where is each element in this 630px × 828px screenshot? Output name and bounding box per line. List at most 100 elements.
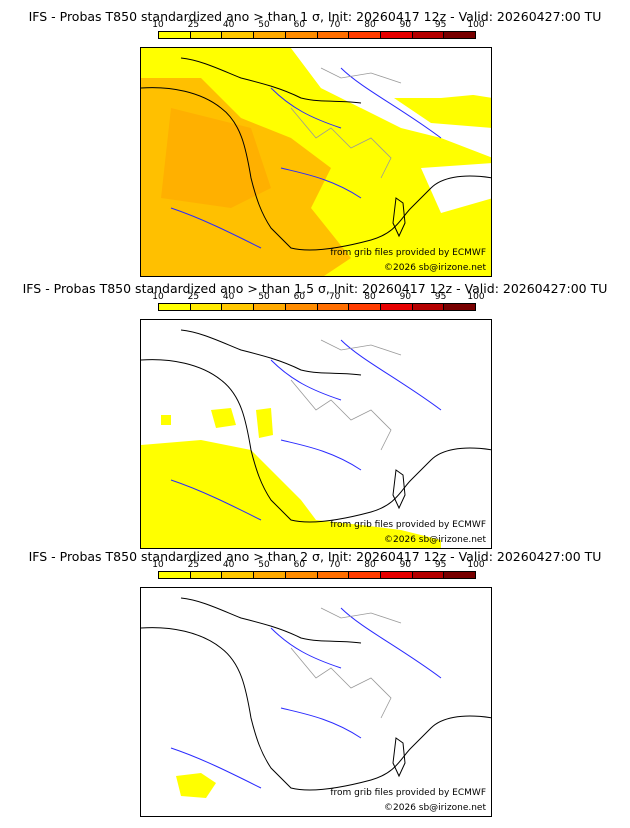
border	[290, 647, 392, 719]
colorbar-segment	[349, 572, 381, 578]
map-canvas	[141, 329, 491, 548]
river	[340, 339, 442, 411]
colorbar-ticks: 10 25 40 50 60 70 80 90 95 100	[152, 560, 484, 571]
map-area: from grib files provided by ECMWF ©2026 …	[140, 587, 492, 817]
island	[392, 197, 406, 238]
river	[280, 707, 362, 739]
colorbar-segment	[285, 572, 318, 578]
colorbar-segment	[159, 32, 191, 38]
colorbar-tick-label: 90	[399, 20, 412, 30]
colorbar-tick-label: 95	[434, 560, 447, 570]
river	[280, 439, 362, 471]
river	[270, 359, 342, 401]
colorbar-tick-label: 95	[434, 20, 447, 30]
river	[340, 607, 442, 679]
colorbar	[158, 571, 476, 579]
colorbar-segment	[159, 304, 191, 310]
colorbar-segment	[285, 32, 318, 38]
credit-source: from grib files provided by ECMWF	[330, 520, 486, 530]
border	[320, 607, 402, 624]
colorbar-segment	[190, 32, 223, 38]
colorbar-segment	[444, 32, 476, 38]
river	[170, 207, 262, 249]
colorbar-segment	[317, 304, 350, 310]
colorbar-tick-label: 95	[434, 292, 447, 302]
credit-copyright: ©2026 sb@irizone.net	[384, 263, 486, 273]
colorbar-segment	[254, 304, 286, 310]
prob-area-low2	[391, 93, 491, 128]
colorbar-tick-label: 25	[187, 292, 200, 302]
border	[290, 379, 392, 451]
colorbar-tick-label: 50	[258, 20, 270, 30]
coastline-north	[180, 597, 362, 644]
colorbar-segment	[222, 32, 255, 38]
prob-area-low3	[256, 408, 273, 438]
colorbar-segment	[380, 572, 413, 578]
colorbar-segment	[412, 304, 445, 310]
colorbar-segment	[285, 304, 318, 310]
island	[392, 469, 406, 510]
river	[170, 747, 262, 789]
colorbar-segment	[190, 572, 223, 578]
map-area: from grib files provided by ECMWF ©2026 …	[140, 319, 492, 549]
no-signal-area	[291, 48, 491, 108]
colorbar	[158, 303, 476, 311]
colorbar-tick-label: 10	[152, 20, 164, 30]
credit-source: from grib files provided by ECMWF	[330, 248, 486, 258]
colorbar-tick-label: 70	[328, 560, 341, 570]
colorbar-tick-label: 80	[364, 560, 376, 570]
colorbar-segment	[412, 572, 445, 578]
colorbar-tick-label: 40	[222, 292, 235, 302]
map-canvas	[141, 597, 491, 798]
river	[170, 479, 262, 521]
credit-source: from grib files provided by ECMWF	[330, 788, 486, 798]
colorbar	[158, 31, 476, 39]
colorbar-segment	[349, 32, 381, 38]
coastline-north	[180, 57, 362, 104]
prob-area-high2	[161, 108, 271, 208]
colorbar-tick-label: 60	[293, 292, 306, 302]
coastline	[141, 627, 491, 791]
colorbar-ticks: 10 25 40 50 60 70 80 90 95 100	[152, 292, 484, 303]
colorbar-segment	[444, 572, 476, 578]
colorbar-tick-label: 70	[328, 292, 341, 302]
colorbar-segment	[412, 32, 445, 38]
colorbar-tick-label: 100	[467, 20, 485, 30]
map-panel-1: IFS - Probas T850 standardized ano > tha…	[0, 0, 630, 278]
colorbar-tick-label: 80	[364, 292, 376, 302]
colorbar-tick-label: 50	[258, 292, 270, 302]
colorbar-tick-label: 60	[293, 20, 306, 30]
coastline	[141, 359, 491, 523]
colorbar-tick-label: 90	[399, 560, 412, 570]
colorbar-tick-label: 25	[187, 20, 200, 30]
map-panel-2: IFS - Probas T850 standardized ano > tha…	[0, 272, 630, 550]
border	[290, 107, 392, 179]
river	[340, 67, 442, 139]
colorbar-tick-label: 100	[467, 292, 485, 302]
credit-copyright: ©2026 sb@irizone.net	[384, 535, 486, 545]
border	[320, 339, 402, 356]
colorbar-segment	[444, 304, 476, 310]
map-canvas	[141, 48, 491, 276]
border	[320, 67, 402, 84]
map-panel-3: IFS - Probas T850 standardized ano > tha…	[0, 540, 630, 828]
colorbar-tick-label: 90	[399, 292, 412, 302]
map-title: IFS - Probas T850 standardized ano > tha…	[28, 549, 602, 564]
colorbar-segment	[317, 572, 350, 578]
colorbar-tick-label: 10	[152, 560, 164, 570]
colorbar-tick-label: 100	[467, 560, 485, 570]
colorbar-tick-label: 25	[187, 560, 200, 570]
river	[270, 627, 342, 669]
colorbar-segment	[190, 304, 223, 310]
coastline	[141, 87, 491, 251]
map-title: IFS - Probas T850 standardized ano > tha…	[28, 9, 602, 24]
colorbar-segment	[159, 572, 191, 578]
prob-area-low4	[161, 415, 171, 425]
colorbar-tick-label: 60	[293, 560, 306, 570]
map-title: IFS - Probas T850 standardized ano > tha…	[22, 281, 608, 296]
colorbar-ticks: 10 25 40 50 60 70 80 90 95 100	[152, 20, 484, 31]
prob-area-low2	[211, 408, 236, 428]
colorbar-segment	[254, 32, 286, 38]
prob-area-low	[141, 440, 441, 548]
colorbar-segment	[222, 572, 255, 578]
